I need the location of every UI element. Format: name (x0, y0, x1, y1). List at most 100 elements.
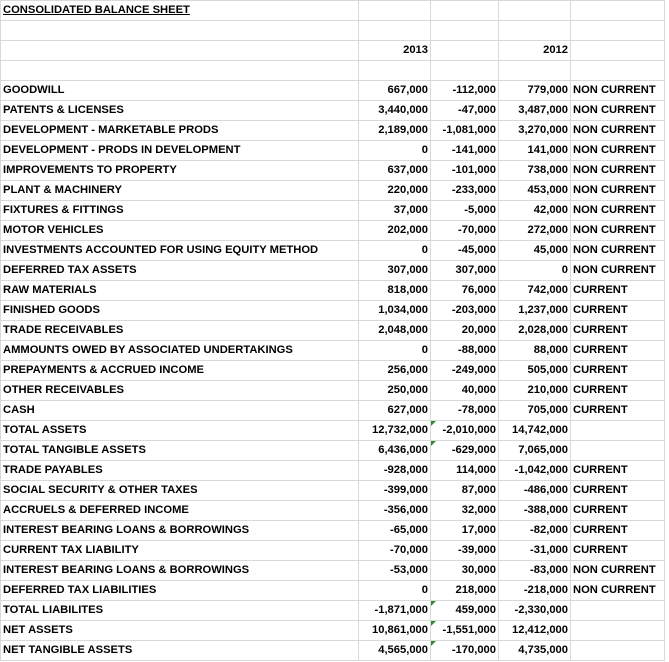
classification-cell[interactable]: NON CURRENT (570, 180, 665, 201)
difference-cell[interactable]: -249,000 (430, 360, 499, 381)
row-label-cell[interactable]: CURRENT TAX LIABILITY (0, 540, 359, 561)
value-2012-cell[interactable]: 505,000 (498, 360, 571, 381)
value-2012-cell[interactable]: -2,330,000 (498, 600, 571, 621)
value-2012-cell[interactable]: 1,237,000 (498, 300, 571, 321)
empty-cell[interactable] (498, 0, 571, 21)
difference-cell[interactable]: 218,000 (430, 580, 499, 601)
row-label-cell[interactable]: INTEREST BEARING LOANS & BORROWINGS (0, 520, 359, 541)
empty-cell[interactable] (570, 40, 665, 61)
difference-cell[interactable]: -78,000 (430, 400, 499, 421)
value-2012-cell[interactable]: -388,000 (498, 500, 571, 521)
value-2012-cell[interactable]: 272,000 (498, 220, 571, 241)
value-2012-cell[interactable]: 88,000 (498, 340, 571, 361)
classification-cell[interactable]: NON CURRENT (570, 240, 665, 261)
difference-cell[interactable]: -45,000 (430, 240, 499, 261)
row-label-cell[interactable]: MOTOR VEHICLES (0, 220, 359, 241)
difference-cell[interactable]: -88,000 (430, 340, 499, 361)
empty-cell[interactable] (358, 60, 431, 81)
classification-cell[interactable]: NON CURRENT (570, 260, 665, 281)
difference-cell[interactable]: 459,000 (430, 600, 499, 621)
value-2013-cell[interactable]: 37,000 (358, 200, 431, 221)
difference-cell[interactable]: 76,000 (430, 280, 499, 301)
difference-cell[interactable]: -1,551,000 (430, 620, 499, 641)
value-2012-cell[interactable]: -82,000 (498, 520, 571, 541)
value-2013-cell[interactable]: 2,048,000 (358, 320, 431, 341)
value-2013-cell[interactable]: 307,000 (358, 260, 431, 281)
row-label-cell[interactable]: PLANT & MACHINERY (0, 180, 359, 201)
row-label-cell[interactable]: IMPROVEMENTS TO PROPERTY (0, 160, 359, 181)
difference-cell[interactable]: 32,000 (430, 500, 499, 521)
empty-cell[interactable] (358, 20, 431, 41)
empty-cell[interactable] (0, 40, 359, 61)
difference-cell[interactable]: 17,000 (430, 520, 499, 541)
value-2013-cell[interactable]: 256,000 (358, 360, 431, 381)
row-label-cell[interactable]: FINISHED GOODS (0, 300, 359, 321)
value-2013-cell[interactable]: 250,000 (358, 380, 431, 401)
difference-cell[interactable]: -141,000 (430, 140, 499, 161)
empty-cell[interactable] (430, 20, 499, 41)
value-2013-cell[interactable]: 627,000 (358, 400, 431, 421)
value-2012-cell[interactable]: 42,000 (498, 200, 571, 221)
classification-cell[interactable]: NON CURRENT (570, 140, 665, 161)
header-year-2012[interactable]: 2012 (498, 40, 571, 61)
value-2012-cell[interactable]: 2,028,000 (498, 320, 571, 341)
difference-cell[interactable]: -112,000 (430, 80, 499, 101)
difference-cell[interactable]: -170,000 (430, 640, 499, 661)
value-2013-cell[interactable]: 0 (358, 340, 431, 361)
row-label-cell[interactable]: DEVELOPMENT - PRODS IN DEVELOPMENT (0, 140, 359, 161)
empty-cell[interactable] (570, 20, 665, 41)
classification-cell[interactable]: NON CURRENT (570, 100, 665, 121)
row-label-cell[interactable]: INVESTMENTS ACCOUNTED FOR USING EQUITY M… (0, 240, 359, 261)
classification-cell[interactable]: CURRENT (570, 520, 665, 541)
row-label-cell[interactable]: DEFERRED TAX LIABILITIES (0, 580, 359, 601)
classification-cell[interactable] (570, 440, 665, 461)
value-2012-cell[interactable]: -218,000 (498, 580, 571, 601)
value-2012-cell[interactable]: 3,270,000 (498, 120, 571, 141)
value-2012-cell[interactable]: 4,735,000 (498, 640, 571, 661)
row-label-cell[interactable]: DEVELOPMENT - MARKETABLE PRODS (0, 120, 359, 141)
value-2013-cell[interactable]: -53,000 (358, 560, 431, 581)
classification-cell[interactable]: CURRENT (570, 280, 665, 301)
value-2012-cell[interactable]: 0 (498, 260, 571, 281)
value-2013-cell[interactable]: -399,000 (358, 480, 431, 501)
value-2012-cell[interactable]: 141,000 (498, 140, 571, 161)
value-2013-cell[interactable]: 4,565,000 (358, 640, 431, 661)
value-2012-cell[interactable]: 210,000 (498, 380, 571, 401)
row-label-cell[interactable]: SOCIAL SECURITY & OTHER TAXES (0, 480, 359, 501)
difference-cell[interactable]: -203,000 (430, 300, 499, 321)
value-2013-cell[interactable]: 220,000 (358, 180, 431, 201)
empty-cell[interactable] (358, 0, 431, 21)
value-2012-cell[interactable]: 7,065,000 (498, 440, 571, 461)
classification-cell[interactable] (570, 640, 665, 661)
value-2013-cell[interactable]: 0 (358, 240, 431, 261)
row-label-cell[interactable]: PATENTS & LICENSES (0, 100, 359, 121)
classification-cell[interactable]: NON CURRENT (570, 160, 665, 181)
empty-cell[interactable] (570, 0, 665, 21)
difference-cell[interactable]: 87,000 (430, 480, 499, 501)
value-2013-cell[interactable]: 10,861,000 (358, 620, 431, 641)
value-2013-cell[interactable]: -928,000 (358, 460, 431, 481)
value-2012-cell[interactable]: 45,000 (498, 240, 571, 261)
header-year-2013[interactable]: 2013 (358, 40, 431, 61)
value-2012-cell[interactable]: 453,000 (498, 180, 571, 201)
difference-cell[interactable]: -1,081,000 (430, 120, 499, 141)
classification-cell[interactable]: CURRENT (570, 300, 665, 321)
empty-cell[interactable] (430, 0, 499, 21)
value-2013-cell[interactable]: 1,034,000 (358, 300, 431, 321)
classification-cell[interactable]: NON CURRENT (570, 200, 665, 221)
difference-cell[interactable]: 40,000 (430, 380, 499, 401)
value-2013-cell[interactable]: 637,000 (358, 160, 431, 181)
row-label-cell[interactable]: TOTAL ASSETS (0, 420, 359, 441)
empty-cell[interactable] (498, 60, 571, 81)
value-2012-cell[interactable]: -31,000 (498, 540, 571, 561)
classification-cell[interactable]: CURRENT (570, 460, 665, 481)
row-label-cell[interactable]: FIXTURES & FITTINGS (0, 200, 359, 221)
classification-cell[interactable] (570, 420, 665, 441)
difference-cell[interactable]: -101,000 (430, 160, 499, 181)
row-label-cell[interactable]: CASH (0, 400, 359, 421)
classification-cell[interactable]: CURRENT (570, 540, 665, 561)
value-2012-cell[interactable]: 742,000 (498, 280, 571, 301)
classification-cell[interactable]: NON CURRENT (570, 580, 665, 601)
row-label-cell[interactable]: NET ASSETS (0, 620, 359, 641)
value-2013-cell[interactable]: -70,000 (358, 540, 431, 561)
